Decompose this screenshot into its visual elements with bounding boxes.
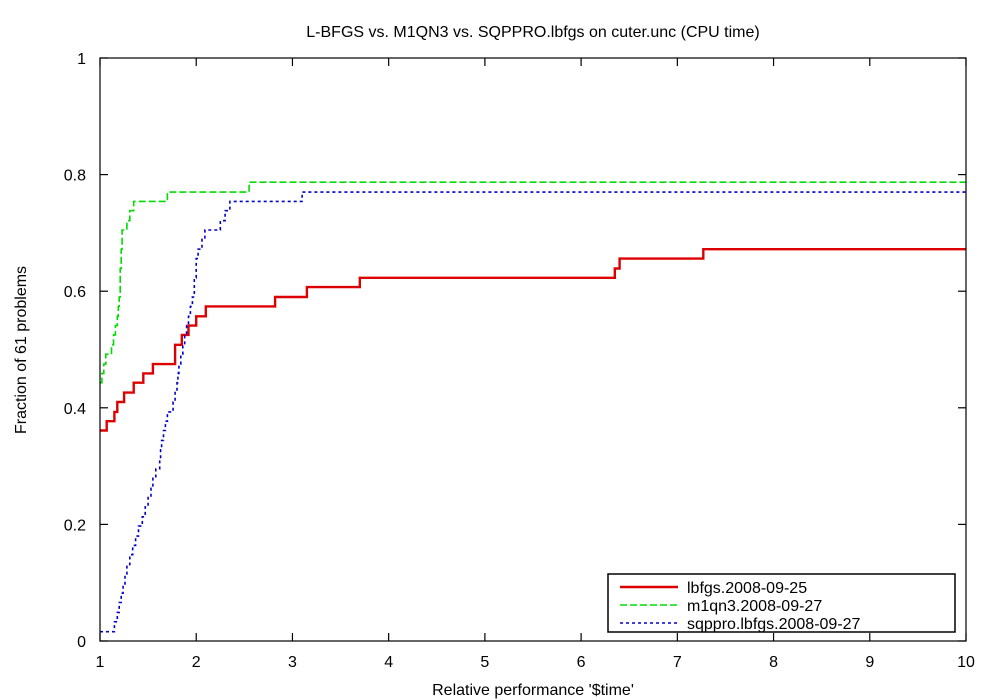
legend-label-0: lbfgs.2008-09-25 [687,580,807,597]
x-tick-label-4: 5 [480,654,489,671]
series-line-1 [100,181,966,384]
y-tick-label-5: 1 [77,51,86,68]
y-tick-label-3: 0.6 [64,284,86,301]
x-tick-label-8: 9 [865,654,874,671]
x-tick-label-9: 10 [957,654,975,671]
series-line-2 [100,191,966,633]
y-tick-label-4: 0.8 [64,168,86,185]
plot-area-border [99,57,967,642]
y-axis-label: Fraction of 61 problems [13,266,30,434]
x-tick-label-5: 6 [577,654,586,671]
legend-label-1: m1qn3.2008-09-27 [687,598,822,615]
series-lines [100,181,966,633]
y-tick-label-1: 0.2 [64,517,86,534]
x-tick-label-2: 3 [288,654,297,671]
x-tick-label-7: 8 [769,654,778,671]
x-tick-label-6: 7 [673,654,682,671]
chart-title: L-BFGS vs. M1QN3 vs. SQPPRO.lbfgs on cut… [306,24,759,41]
x-axis-label: Relative performance '$time' [432,682,634,699]
x-tick-label-3: 4 [384,654,393,671]
legend-label-2: sqppro.lbfgs.2008-09-27 [687,616,861,633]
y-tick-label-2: 0.4 [64,401,86,418]
x-tick-label-1: 2 [192,654,201,671]
x-tick-label-0: 1 [96,654,105,671]
y-tick-label-0: 0 [77,634,86,651]
axis-tick-labels: 1 2 3 4 5 6 7 8 9 10 0 0.2 0.4 0.6 0.8 1 [64,51,975,671]
series-line-0 [100,248,966,432]
legend-box [607,573,956,633]
legend: lbfgs.2008-09-25m1qn3.2008-09-27sqppro.l… [607,573,956,633]
